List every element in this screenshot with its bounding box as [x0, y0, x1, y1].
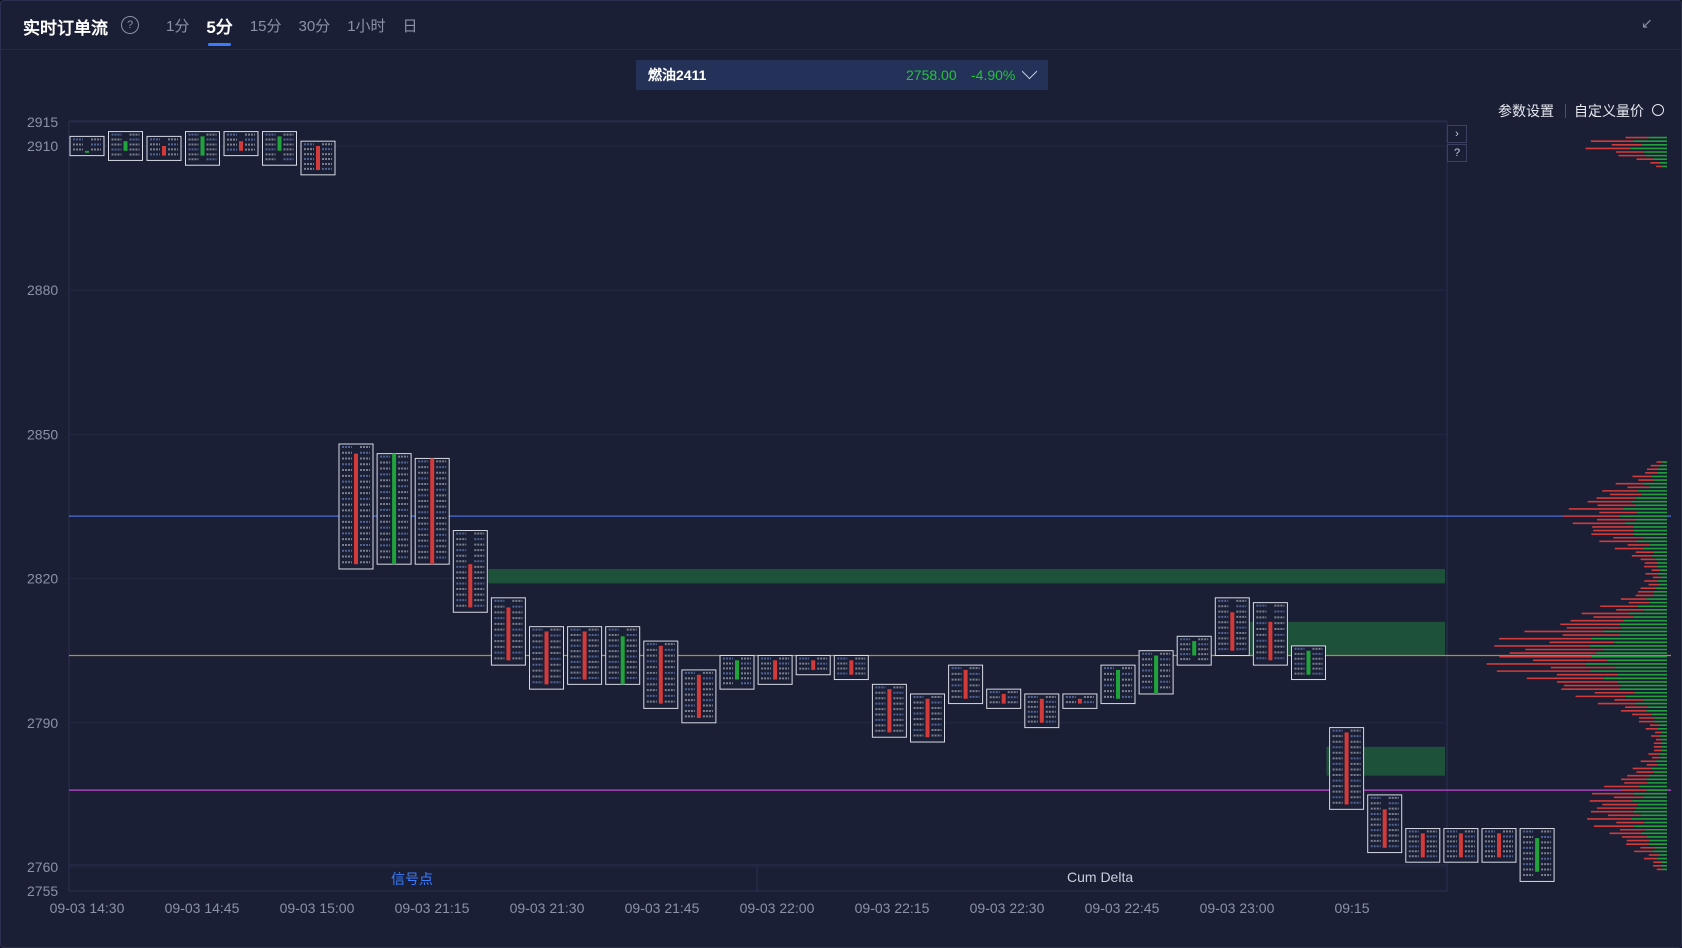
candle-body	[1077, 698, 1082, 704]
candle-body	[811, 660, 816, 670]
candle-body	[1039, 698, 1044, 723]
candle-body	[1535, 838, 1540, 872]
candle-body	[277, 136, 282, 151]
x-tick-label: 09-03 14:45	[165, 900, 240, 916]
tab-3[interactable]: 30分	[298, 18, 331, 35]
y-tick-label: 2850	[27, 426, 58, 442]
tab-2[interactable]: 15分	[249, 18, 282, 35]
cum-delta-label[interactable]: Cum Delta	[1067, 869, 1134, 885]
x-tick-label: 09:15	[1334, 900, 1369, 916]
candle-body	[239, 141, 243, 151]
candle-body	[1116, 669, 1120, 699]
candle-body	[925, 698, 930, 738]
price-zone	[488, 568, 1445, 584]
candle-body	[468, 564, 473, 608]
help-icon[interactable]: ?	[121, 16, 139, 34]
gear-icon[interactable]	[1652, 104, 1664, 116]
candle-body	[658, 645, 663, 704]
y-tick-label: 2910	[27, 138, 58, 154]
symbol-price: 2758.00	[906, 67, 957, 83]
candle-body	[1192, 641, 1197, 656]
candle-body	[1497, 833, 1501, 858]
x-tick-label: 09-03 22:15	[855, 900, 930, 916]
candle-body	[1001, 693, 1006, 704]
candle-body	[773, 660, 778, 680]
candle-body	[1344, 732, 1349, 805]
candle-body	[1420, 833, 1425, 858]
symbol-selector[interactable]: 燃油2411 2758.00 -4.90%	[636, 60, 1048, 90]
tab-0[interactable]: 1分	[166, 18, 190, 35]
tab-5[interactable]: 日	[402, 18, 418, 35]
candle-body	[123, 141, 128, 151]
y-tick-label: 2915	[27, 114, 58, 130]
candle-body	[582, 631, 587, 680]
candle-body	[963, 669, 968, 699]
candle-body	[1230, 612, 1235, 651]
candle-body	[620, 636, 625, 685]
candle-body	[1306, 650, 1311, 675]
x-tick-label: 09-03 23:00	[1200, 900, 1275, 916]
x-tick-label: 09-03 21:15	[395, 900, 470, 916]
candle-body	[354, 453, 358, 565]
candle-body	[1154, 655, 1159, 694]
candle-body	[1458, 833, 1463, 858]
y-tick-label: 2755	[27, 883, 58, 899]
candle-body	[506, 607, 511, 661]
timeframe-tabs: 1分 5分 15分 30分 1小时日	[166, 13, 435, 46]
footprint-candle	[69, 135, 105, 157]
x-tick-label: 09-03 22:45	[1085, 900, 1160, 916]
collapse-icon[interactable]: ↙	[1641, 15, 1653, 31]
x-tick-label: 09-03 15:00	[280, 900, 355, 916]
toolbar-divider	[1565, 104, 1566, 118]
chart-help-button[interactable]: ?	[1447, 144, 1467, 162]
candle-body	[887, 689, 892, 733]
tab-4[interactable]: 1小时	[347, 18, 386, 35]
y-tick-label: 2820	[27, 571, 58, 587]
candle-body	[85, 150, 89, 153]
params-settings-button[interactable]: 参数设置	[1498, 103, 1554, 119]
candle-body	[696, 674, 701, 718]
x-tick-label: 09-03 22:30	[970, 900, 1045, 916]
custom-volume-price-button[interactable]: 自定义量价	[1574, 103, 1644, 119]
next-page-button[interactable]: ›	[1447, 125, 1467, 143]
candle-body	[1268, 621, 1273, 661]
x-tick-label: 09-03 14:30	[50, 900, 125, 916]
y-tick-label: 2760	[27, 859, 58, 875]
symbol-change: -4.90%	[971, 67, 1016, 83]
signal-point-label[interactable]: 信号点	[391, 871, 433, 887]
x-tick-label: 09-03 22:00	[740, 900, 815, 916]
candle-body	[1382, 809, 1387, 848]
candle-body	[316, 146, 320, 171]
candle-body	[430, 458, 435, 565]
candle-body	[849, 660, 854, 675]
candle-body	[544, 631, 549, 685]
x-tick-label: 09-03 21:45	[625, 900, 700, 916]
header-bar: 实时订单流 ? 1分 5分 15分 30分 1小时日 ↙	[1, 1, 1681, 50]
symbol-name: 燃油2411	[648, 67, 707, 83]
y-tick-label: 2880	[27, 282, 58, 298]
candle-body	[162, 146, 166, 156]
candle-body	[735, 660, 739, 680]
y-tick-label: 2790	[27, 715, 58, 731]
page-title: 实时订单流	[23, 19, 108, 38]
candle-body	[200, 136, 205, 156]
x-tick-label: 09-03 21:30	[510, 900, 585, 916]
footprint-candle	[108, 131, 143, 161]
candle-body	[392, 453, 397, 565]
tab-1[interactable]: 5分	[206, 13, 233, 46]
